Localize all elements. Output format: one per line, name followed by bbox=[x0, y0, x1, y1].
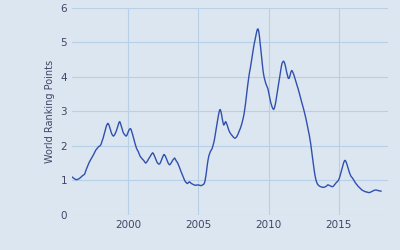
Y-axis label: World Ranking Points: World Ranking Points bbox=[45, 60, 55, 163]
